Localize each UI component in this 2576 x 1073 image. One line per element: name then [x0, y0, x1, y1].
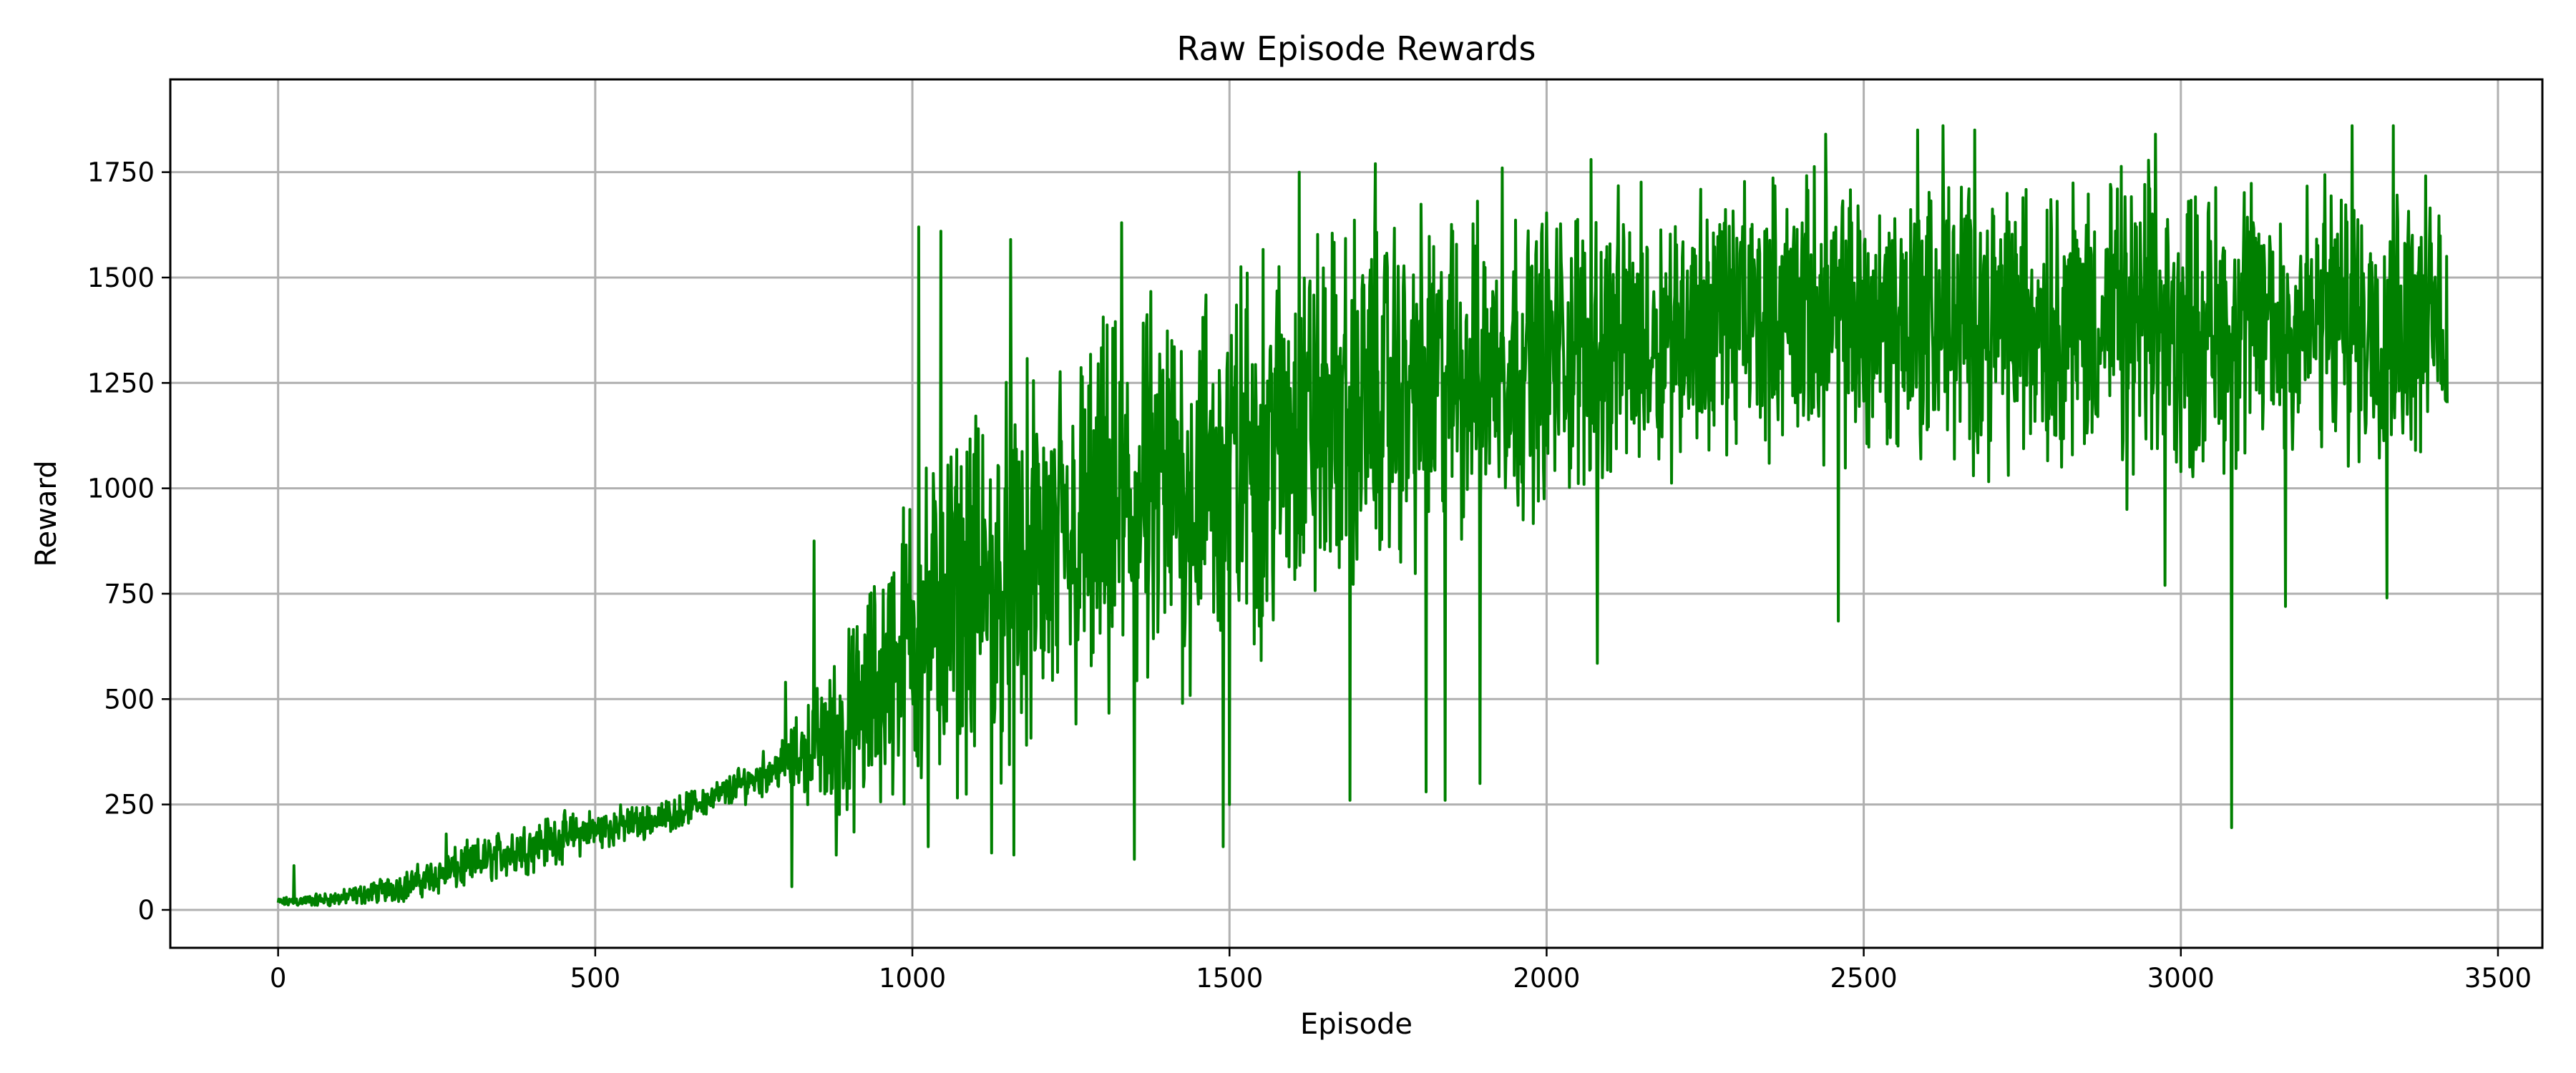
plot-frame — [169, 78, 2544, 949]
x-tick-label: 0 — [270, 963, 287, 994]
axis-ticks: 0 500 1000 1500 2000 2500 3000 3500 0 250 500 750 10… — [87, 157, 2532, 994]
series-layer — [276, 124, 2449, 908]
x-tick-label: 3500 — [2464, 963, 2532, 994]
y-tick-label: 0 — [137, 895, 155, 926]
x-tick-label: 2000 — [1513, 963, 1580, 994]
x-tick-label: 500 — [570, 963, 621, 994]
x-tick-label: 1500 — [1196, 963, 1263, 994]
x-tick-label: 3000 — [2147, 963, 2215, 994]
y-tick-label: 750 — [104, 579, 155, 609]
x-axis-title: Episode — [1300, 1008, 1413, 1041]
chart-title: Raw Episode Rewards — [1177, 29, 1536, 68]
x-tick-label: 2500 — [1830, 963, 1898, 994]
y-tick-label: 1500 — [87, 263, 155, 293]
reward-series-line — [276, 124, 2449, 908]
y-tick-label: 250 — [104, 790, 155, 820]
y-tick-label: 1000 — [87, 474, 155, 504]
y-tick-label: 1250 — [87, 368, 155, 398]
y-tick-label: 500 — [104, 684, 155, 715]
y-axis-title: Reward — [30, 461, 63, 567]
x-tick-label: 1000 — [879, 963, 946, 994]
y-tick-label: 1750 — [87, 157, 155, 188]
